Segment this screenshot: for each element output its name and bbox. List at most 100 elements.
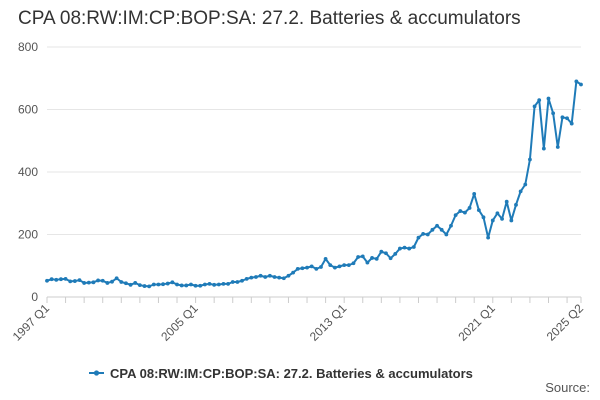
data-point bbox=[147, 284, 152, 289]
data-point bbox=[360, 254, 365, 259]
y-tick-label-600: 600 bbox=[18, 103, 38, 117]
data-point bbox=[54, 277, 59, 282]
data-point bbox=[332, 265, 337, 270]
legend-swatch-marker bbox=[93, 370, 100, 376]
data-point bbox=[300, 266, 305, 271]
data-point bbox=[323, 256, 328, 261]
data-point bbox=[509, 218, 514, 223]
data-point bbox=[351, 261, 356, 266]
data-point bbox=[416, 235, 421, 240]
data-point bbox=[193, 283, 198, 288]
data-point bbox=[481, 215, 486, 220]
data-point bbox=[133, 281, 138, 285]
data-point bbox=[551, 111, 556, 116]
data-point bbox=[444, 232, 449, 237]
data-point bbox=[579, 82, 583, 87]
data-point bbox=[156, 282, 161, 287]
data-point bbox=[346, 263, 351, 268]
data-point bbox=[430, 227, 435, 232]
data-point bbox=[425, 232, 430, 237]
data-point bbox=[407, 246, 412, 251]
data-point bbox=[342, 263, 347, 268]
data-point bbox=[528, 157, 532, 162]
data-point bbox=[555, 145, 560, 149]
x-tick-label-1997-Q1: 1997 Q1 bbox=[10, 301, 53, 344]
data-point bbox=[337, 264, 342, 269]
x-tick-label-2005-Q1: 2005 Q1 bbox=[158, 301, 201, 344]
data-point bbox=[202, 282, 207, 287]
y-tick-label-800: 800 bbox=[18, 40, 38, 54]
data-point bbox=[221, 281, 226, 286]
data-point bbox=[105, 281, 110, 285]
data-point bbox=[532, 104, 537, 109]
data-point bbox=[151, 282, 156, 287]
data-point bbox=[142, 284, 147, 288]
data-point bbox=[86, 280, 91, 285]
data-point bbox=[63, 276, 68, 281]
data-point bbox=[546, 96, 551, 101]
data-point bbox=[226, 281, 230, 286]
data-point bbox=[309, 264, 314, 269]
data-point bbox=[137, 283, 142, 288]
data-point bbox=[272, 275, 277, 279]
data-point bbox=[124, 281, 128, 286]
data-point bbox=[91, 280, 96, 285]
data-point bbox=[569, 121, 574, 126]
data-point bbox=[411, 245, 416, 249]
data-point bbox=[96, 278, 100, 283]
data-point bbox=[514, 202, 518, 207]
data-point bbox=[68, 279, 73, 284]
data-point bbox=[286, 273, 291, 278]
data-point bbox=[161, 282, 165, 287]
data-point bbox=[500, 216, 504, 221]
data-point bbox=[472, 191, 477, 196]
x-tick-label-2025-Q2: 2025 Q2 bbox=[544, 301, 587, 344]
data-point bbox=[490, 218, 495, 223]
data-point bbox=[291, 270, 296, 275]
data-point bbox=[230, 280, 235, 284]
data-point bbox=[356, 255, 361, 259]
data-point bbox=[72, 279, 77, 283]
data-point bbox=[170, 280, 175, 285]
data-point bbox=[439, 227, 444, 232]
data-point bbox=[49, 277, 54, 282]
data-point bbox=[486, 235, 491, 240]
x-tick-label-2013-Q1: 2013 Q1 bbox=[307, 301, 350, 344]
y-axis-tick-labels: 0 200 400 600 800 bbox=[18, 40, 38, 304]
data-point bbox=[504, 199, 509, 204]
data-point bbox=[467, 206, 472, 210]
data-point bbox=[82, 281, 87, 285]
data-point bbox=[305, 265, 309, 270]
data-point bbox=[165, 281, 170, 286]
data-point bbox=[216, 282, 221, 287]
data-point bbox=[388, 256, 393, 261]
data-point bbox=[254, 275, 258, 279]
data-point bbox=[100, 278, 105, 283]
data-point bbox=[249, 275, 254, 280]
data-point bbox=[393, 251, 398, 256]
data-point bbox=[398, 246, 402, 251]
data-point bbox=[449, 223, 453, 228]
data-point bbox=[365, 260, 370, 265]
data-point bbox=[541, 146, 546, 151]
data-point bbox=[495, 211, 500, 216]
data-point bbox=[565, 116, 569, 121]
legend[interactable]: CPA 08:RW:IM:CP:BOP:SA: 27.2. Batteries … bbox=[89, 366, 473, 381]
data-point bbox=[110, 279, 114, 284]
data-point bbox=[212, 282, 217, 287]
data-point bbox=[207, 281, 212, 286]
data-point bbox=[128, 282, 133, 287]
data-point bbox=[277, 275, 282, 280]
data-point bbox=[476, 208, 481, 213]
data-point bbox=[235, 280, 240, 284]
series-line bbox=[46, 80, 582, 288]
y-tick-label-0: 0 bbox=[31, 290, 38, 304]
x-axis: 1997 Q1 2005 Q1 2013 Q1 2021 Q1 2025 Q2 bbox=[10, 296, 587, 344]
data-point bbox=[119, 280, 124, 284]
data-point bbox=[421, 231, 426, 236]
data-point bbox=[281, 276, 286, 281]
data-point bbox=[295, 266, 300, 271]
data-point bbox=[267, 273, 272, 278]
data-point bbox=[384, 251, 388, 256]
